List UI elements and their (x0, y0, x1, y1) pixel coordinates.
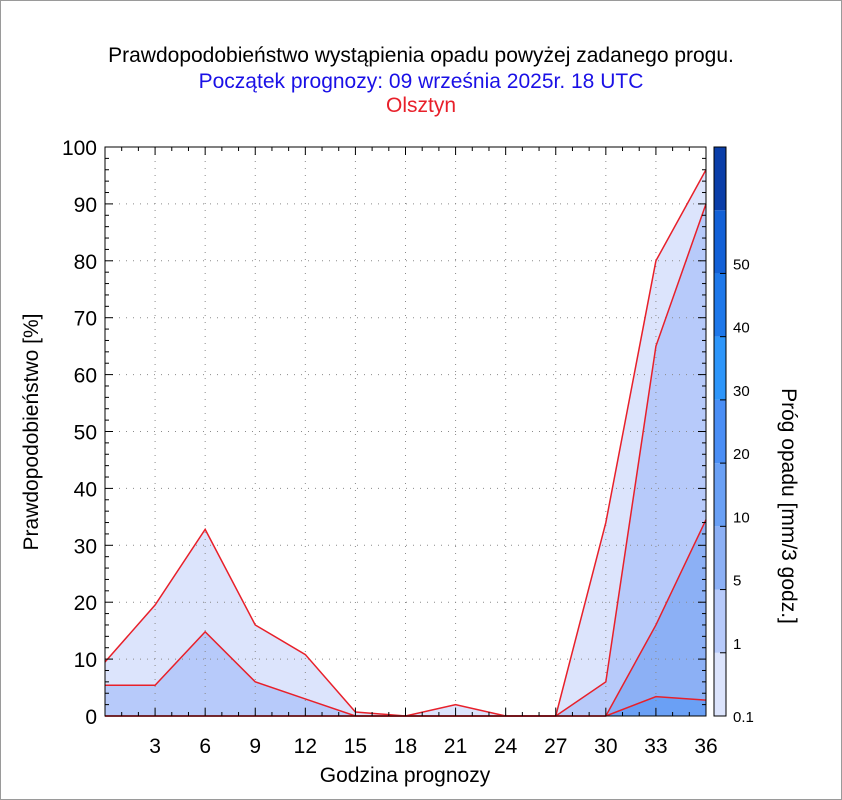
y-tick-label: 80 (74, 251, 97, 274)
chart-subtitle: Początek prognozy: 09 września 2025r. 18… (198, 70, 644, 93)
x-tick-label: 36 (694, 735, 717, 758)
x-tick-label: 21 (444, 735, 467, 758)
y-tick-label: 70 (74, 308, 97, 331)
colorbar-label-20: 20 (733, 446, 750, 463)
x-tick-label: 33 (644, 735, 667, 758)
chart-location: Olsztyn (385, 94, 456, 117)
x-tick-label: 18 (394, 735, 417, 758)
colorbar-swatch (714, 463, 726, 527)
axes: 3 6 9 12 15 18 21 24 27 30 33 360102030405060708090… (62, 137, 718, 758)
x-tick-label: 3 (149, 735, 161, 758)
x-tick-label: 12 (294, 735, 317, 758)
colorbar-swatch (714, 589, 726, 653)
x-tick-label: 6 (199, 735, 211, 758)
x-tick-label: 24 (494, 735, 518, 758)
chart-title: Prawdopodobieństwo wystąpienia opadu pow… (108, 44, 734, 67)
x-axis-label: Godzina prognozy (320, 764, 491, 787)
y-tick-label: 30 (74, 535, 97, 558)
area-threshold-3 (105, 696, 706, 716)
colorbar-label-10: 10 (733, 509, 750, 526)
y-tick-label: 90 (74, 194, 97, 217)
x-tick-label: 30 (594, 735, 617, 758)
colorbar-swatch (714, 210, 726, 274)
y-tick-label: 20 (74, 592, 97, 615)
colorbar-label-1: 1 (733, 636, 741, 653)
y-axis-label: Prawdopodobieństwo [%] (20, 314, 43, 551)
area-layers (105, 169, 706, 716)
y-tick-label: 100 (62, 137, 97, 160)
area-threshold-2 (105, 519, 706, 716)
y-tick-label: 0 (85, 706, 97, 729)
colorbar-label-0.1: 0.1 (733, 709, 754, 726)
colorbar-label-40: 40 (733, 320, 750, 337)
colorbar-swatch (714, 147, 726, 211)
y-tick-label: 40 (74, 478, 97, 501)
colorbar-label-50: 50 (733, 256, 750, 273)
colorbar-label-5: 5 (733, 573, 741, 590)
colorbar-label-30: 30 (733, 383, 750, 400)
y-tick-label: 50 (74, 422, 97, 445)
colorbar-label: Próg opadu [mm/3 godz.] (777, 388, 800, 624)
colorbar-swatch (714, 336, 726, 400)
colorbar-swatch (714, 526, 726, 590)
colorbar-swatch (714, 273, 726, 337)
y-tick-label: 60 (74, 365, 97, 388)
colorbar-swatch (714, 652, 726, 716)
x-tick-label: 15 (344, 735, 367, 758)
x-tick-label: 27 (544, 735, 567, 758)
x-tick-label: 9 (249, 735, 261, 758)
colorbar: 0.1 1 5 10 20 30 40 50 (713, 146, 754, 726)
colorbar-swatch (714, 399, 726, 464)
y-tick-label: 10 (74, 649, 97, 672)
